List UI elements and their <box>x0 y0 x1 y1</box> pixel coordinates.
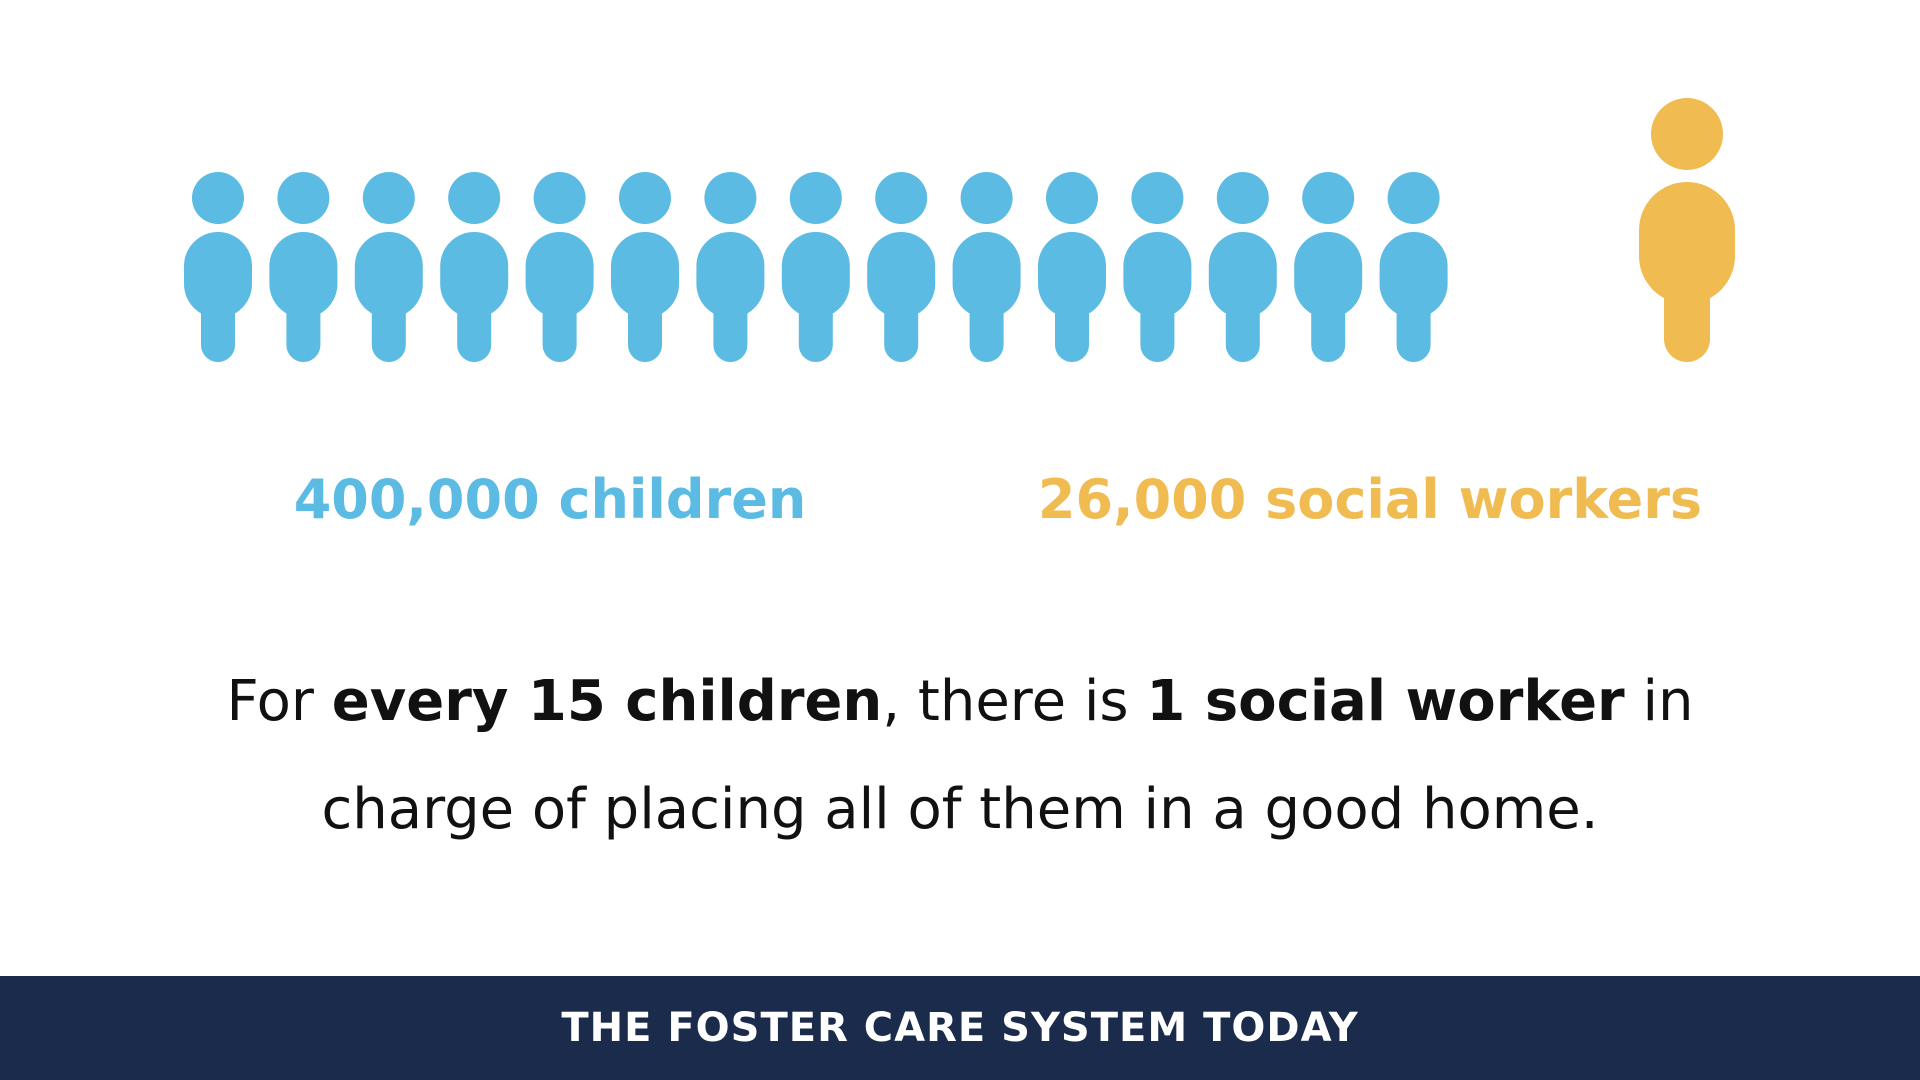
child-person-icon <box>952 172 1021 362</box>
person-leg <box>969 283 1004 362</box>
person-body <box>354 232 423 318</box>
person-head <box>1302 172 1355 224</box>
person-body <box>1639 182 1735 304</box>
person-head <box>704 172 757 224</box>
person-head <box>362 172 415 224</box>
person-leg <box>884 283 919 362</box>
person-head <box>448 172 501 224</box>
footer-title: THE FOSTER CARE SYSTEM TODAY <box>561 1005 1359 1051</box>
person-leg <box>542 283 577 362</box>
child-person-icon <box>184 172 252 362</box>
person-body <box>952 232 1021 318</box>
child-person-icon <box>696 172 765 362</box>
person-body <box>440 232 509 318</box>
person-leg <box>628 283 662 362</box>
child-person-icon <box>440 172 509 362</box>
person-head <box>1387 172 1440 224</box>
child-person-icon <box>1294 172 1363 362</box>
person-leg <box>286 283 321 362</box>
child-person-icon <box>1038 172 1106 362</box>
ratio-statement: For every 15 children, there is 1 social… <box>160 648 1760 864</box>
child-person-icon <box>867 172 936 362</box>
person-head <box>1046 172 1098 224</box>
statement-bold-worker: 1 social worker <box>1146 669 1625 734</box>
person-leg <box>1055 283 1089 362</box>
person-body <box>611 232 679 318</box>
child-person-icon <box>611 172 679 362</box>
person-leg <box>371 283 406 362</box>
child-person-icon <box>1379 172 1448 362</box>
children-count-label: 400,000 children <box>293 468 807 531</box>
social-workers-count-label: 26,000 social workers <box>1037 468 1703 531</box>
person-head <box>277 172 330 224</box>
person-body <box>269 232 338 318</box>
person-body <box>1379 232 1448 318</box>
child-person-icon <box>1208 172 1277 362</box>
person-leg <box>798 283 833 362</box>
person-head <box>1651 98 1723 170</box>
person-leg <box>201 283 235 362</box>
person-leg <box>713 283 748 362</box>
people-illustration <box>184 98 1735 362</box>
person-head <box>1131 172 1184 224</box>
person-head <box>875 172 928 224</box>
person-leg <box>1140 283 1175 362</box>
person-leg <box>1396 283 1431 362</box>
person-leg <box>1664 255 1710 362</box>
person-head <box>192 172 244 224</box>
person-head <box>1216 172 1269 224</box>
person-body <box>1294 232 1363 318</box>
child-person-icon <box>354 172 423 362</box>
person-body <box>867 232 936 318</box>
child-person-icon <box>525 172 594 362</box>
person-leg <box>1311 283 1346 362</box>
person-leg <box>457 283 492 362</box>
person-body <box>1038 232 1106 318</box>
person-leg <box>1225 283 1260 362</box>
social-worker-person-icon <box>1639 98 1735 362</box>
person-body <box>696 232 765 318</box>
child-person-icon <box>1123 172 1192 362</box>
statement-text-2: , there is <box>882 669 1147 734</box>
person-body <box>1123 232 1192 318</box>
child-person-icon <box>269 172 338 362</box>
person-head <box>619 172 671 224</box>
footer-bar: THE FOSTER CARE SYSTEM TODAY <box>0 976 1920 1080</box>
person-body <box>184 232 252 318</box>
statement-text-3: in charge of placing all of them in a go… <box>321 669 1694 842</box>
person-head <box>533 172 586 224</box>
statement-bold-children: every 15 children <box>331 669 883 734</box>
statement-text-1: For <box>226 669 332 734</box>
child-person-icon <box>781 172 850 362</box>
person-body <box>525 232 594 318</box>
person-head <box>789 172 842 224</box>
person-body <box>781 232 850 318</box>
person-body <box>1208 232 1277 318</box>
person-head <box>960 172 1013 224</box>
